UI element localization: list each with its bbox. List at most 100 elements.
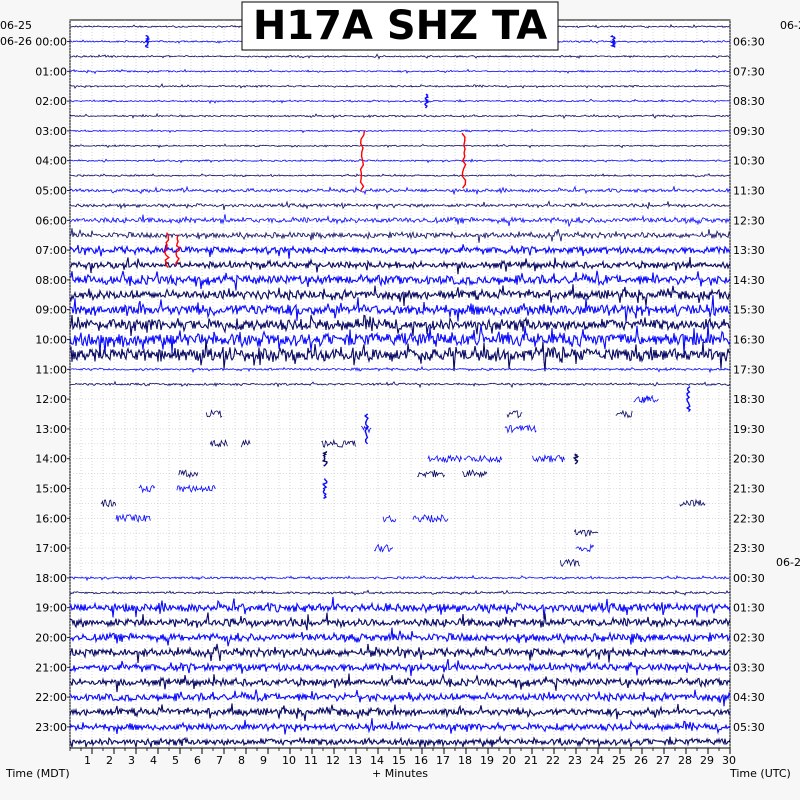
- seismic-trace-row: [69, 380, 731, 389]
- x-tick-label: 8: [238, 754, 245, 767]
- left-hour-label: 21:00: [35, 661, 67, 674]
- x-tick-label: 16: [414, 754, 428, 767]
- x-tick-label: 13: [348, 754, 362, 767]
- right-hour-label: 13:30: [733, 244, 765, 257]
- seismic-trace-row: [69, 158, 731, 164]
- left-hour-label: 06:00: [35, 214, 67, 227]
- seismic-event: [175, 234, 181, 266]
- seismic-trace-row: [69, 98, 731, 105]
- x-axis-ticks: 1 2 3 4 5 6 7 8 9 10 11 12 13 14 15 16 17 18 19 20 21 22 23 24 2…: [69, 748, 736, 767]
- x-tick-label: 2: [106, 754, 113, 767]
- x-tick-label: 14: [370, 754, 384, 767]
- right-hour-label: 18:30: [733, 393, 765, 406]
- left-hour-label: 17:00: [35, 542, 67, 555]
- right-hour-label: 21:30: [733, 483, 765, 496]
- right-hour-label: 12:30: [733, 214, 765, 227]
- right-axis-label: Time (UTC): [729, 767, 791, 780]
- seismic-trace-row: [69, 53, 731, 60]
- title-box: [241, 1, 559, 51]
- seismic-trace-row: [69, 113, 730, 120]
- x-tick-label: 4: [150, 754, 157, 767]
- seismic-event: [423, 93, 430, 109]
- right-hour-label: 08:30: [733, 95, 765, 108]
- left-hour-label: 08:00: [35, 274, 67, 287]
- seismic-trace-row: [69, 214, 731, 227]
- seismic-event: [144, 34, 150, 49]
- left-hour-label: 01:00: [35, 65, 67, 78]
- right-hour-label: 03:30: [733, 661, 765, 674]
- seismic-trace-row: [573, 528, 599, 538]
- seismic-trace-row: [69, 323, 731, 356]
- seismic-trace-row: [633, 394, 659, 404]
- left-date-label-2: 06-26: [0, 35, 32, 48]
- right-hour-label: 15:30: [733, 304, 765, 317]
- left-hour-label: 05:00: [35, 185, 67, 198]
- seismic-trace-row: [69, 83, 731, 89]
- seismic-trace-row: [69, 574, 731, 582]
- right-hour-label: 16:30: [733, 334, 765, 347]
- chart-title: H17A SHZ TA: [253, 3, 547, 49]
- x-tick-label: 17: [436, 754, 450, 767]
- x-tick-label: 1: [84, 754, 91, 767]
- seismic-trace-row: [69, 597, 731, 619]
- seismic-event: [359, 130, 366, 192]
- x-tick-label: 28: [678, 754, 692, 767]
- right-hour-label: 22:30: [733, 512, 765, 525]
- x-tick-label: 5: [172, 754, 179, 767]
- seismic-trace-row: [70, 270, 731, 291]
- seismic-trace-row: [69, 612, 731, 631]
- x-tick-label: 3: [128, 754, 135, 767]
- left-date-label-1: 06-25: [0, 19, 32, 32]
- left-hour-label: 15:00: [35, 483, 67, 496]
- left-hour-label: 03:00: [35, 125, 67, 138]
- left-hour-label: 13:00: [35, 423, 67, 436]
- x-tick-label: 29: [700, 754, 714, 767]
- seismic-trace-row: [360, 424, 537, 434]
- right-hour-label: 01:30: [733, 602, 765, 615]
- right-hour-label: 14:30: [733, 274, 765, 287]
- seismic-trace-row: [69, 365, 731, 374]
- x-tick-label: 11: [304, 754, 318, 767]
- right-hour-label: 20:30: [733, 453, 765, 466]
- x-tick-label: 15: [392, 754, 406, 767]
- left-hour-label: 07:00: [35, 244, 67, 257]
- seismic-trace-row: [69, 284, 731, 307]
- right-hour-labels: 06:30 07:30 08:30 09:30 10:30 11:30 12:30 13:30…: [733, 36, 765, 734]
- seismic-trace-row: [69, 68, 730, 75]
- seismic-event: [572, 453, 580, 465]
- left-hour-label: 16:00: [35, 512, 67, 525]
- seismic-trace-row: [69, 244, 731, 259]
- x-tick-label: 9: [260, 754, 267, 767]
- left-hour-labels: 00:00 01:00 02:00 03:00 04:00 05:00 06:00 07:00…: [35, 36, 70, 734]
- seismic-trace-row: [69, 339, 731, 372]
- seismic-trace-row: [69, 589, 731, 596]
- seismic-trace-row: [69, 627, 731, 647]
- seismic-trace-row: [115, 513, 449, 523]
- x-tick-label: 7: [216, 754, 223, 767]
- x-tick-label: 10: [282, 754, 296, 767]
- right-hour-label: 09:30: [733, 125, 765, 138]
- left-hour-label: 11:00: [35, 363, 67, 376]
- seismic-trace-row: [138, 484, 216, 494]
- left-hour-label: 12:00: [35, 393, 67, 406]
- seismic-events: [144, 34, 692, 500]
- right-date-label-2: 06-2: [776, 556, 800, 569]
- seismic-trace-row: [427, 453, 565, 464]
- x-tick-label: 12: [326, 754, 340, 767]
- x-tick-label: 25: [612, 754, 626, 767]
- seismic-event: [685, 386, 692, 413]
- x-tick-label: 22: [546, 754, 560, 767]
- x-tick-label: 27: [656, 754, 670, 767]
- seismic-trace-row: [69, 200, 731, 210]
- left-axis-label: Time (MDT): [5, 767, 70, 780]
- seismic-trace-row: [69, 128, 730, 134]
- x-tick-label: 20: [502, 754, 516, 767]
- x-tick-label: 19: [480, 754, 494, 767]
- seismic-event: [321, 450, 328, 467]
- right-hour-label: 06:30: [733, 36, 765, 49]
- seismic-event: [461, 132, 467, 189]
- seismic-trace-row: [69, 643, 731, 664]
- x-tick-label: 24: [590, 754, 604, 767]
- seismic-trace-row: [69, 295, 731, 323]
